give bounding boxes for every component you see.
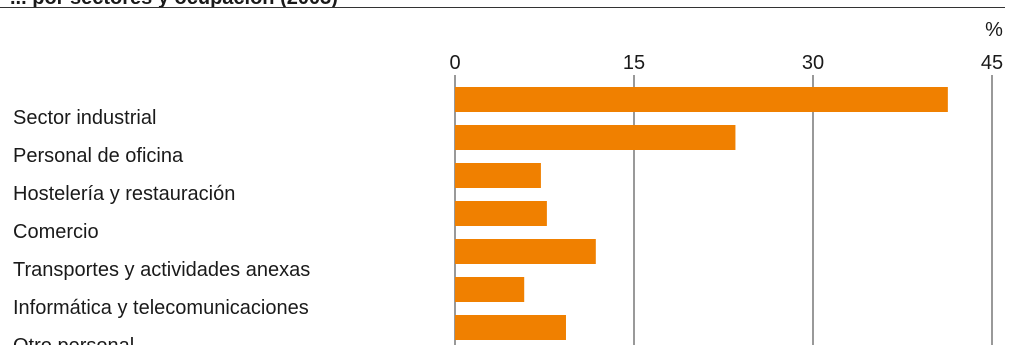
x-tick-label: 0 [449, 52, 460, 74]
category-label: Otro personal [13, 335, 134, 345]
bar [455, 315, 566, 340]
bar [455, 125, 736, 150]
x-tick-label: 45 [981, 52, 1003, 74]
category-label: Comercio [13, 221, 99, 243]
title-divider [0, 7, 1005, 8]
x-tick-label: 15 [623, 52, 645, 74]
category-label: Informática y telecomunicaciones [13, 297, 309, 319]
category-labels: Sector industrial Personal de oficina Host… [13, 107, 310, 345]
x-tick-label: 30 [802, 52, 824, 74]
bar [455, 201, 547, 226]
unit-label: % [985, 19, 1003, 41]
category-label: Sector industrial [13, 107, 156, 129]
bar [455, 163, 541, 188]
bars [455, 87, 948, 340]
chart-title: ... por sectores y ocupación (2003) [10, 0, 338, 10]
bar [455, 87, 948, 112]
bar [455, 277, 525, 302]
bar [455, 239, 596, 264]
category-label: Hostelería y restauración [13, 183, 235, 205]
axis-ticks: 0 15 30 45 [449, 52, 1003, 74]
category-label: Transportes y actividades anexas [13, 259, 310, 281]
category-label: Personal de oficina [13, 145, 184, 167]
